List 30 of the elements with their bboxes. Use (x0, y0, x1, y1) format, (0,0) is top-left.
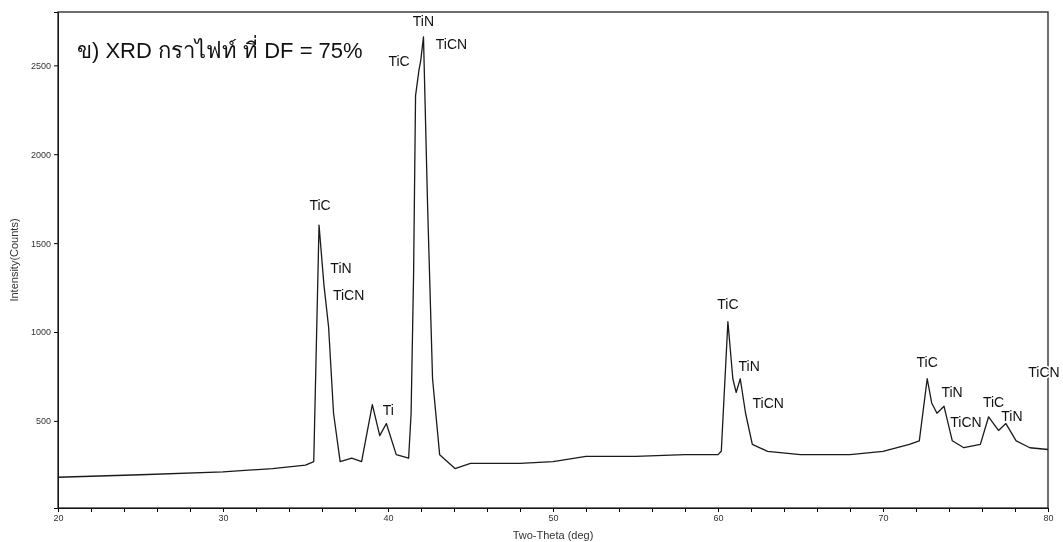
annotation: TiC (982, 393, 1005, 410)
x-tick-label: 40 (383, 513, 394, 524)
y-tick-label: 2500 (30, 60, 51, 71)
annotation: TiN (941, 384, 963, 401)
x-tick-label: 30 (218, 513, 229, 524)
x-tick-label: 20 (53, 513, 64, 524)
y-tick-label: 1500 (30, 238, 51, 249)
x-axis-title: Two-Theta (deg) (512, 529, 594, 541)
annotation: TiCN (950, 414, 982, 431)
annotation: TiC (717, 295, 739, 312)
y-tick-label: 500 (35, 416, 51, 427)
annotation: TiN (1001, 407, 1023, 424)
annotation: TiCN (332, 287, 365, 304)
y-tick-label: 2000 (30, 149, 51, 160)
annotation: TiCN (752, 394, 784, 411)
annotation: TiN (330, 260, 352, 277)
x-tick-label: 60 (713, 513, 724, 524)
y-tick-label: 1000 (30, 327, 51, 338)
x-tick-label: 50 (548, 513, 559, 524)
annotation: TiN (412, 12, 435, 29)
x-tick-label: 80 (1043, 513, 1054, 524)
annotation: TiC (916, 353, 938, 370)
annotation: Ti (382, 401, 394, 418)
annotation: TiN (738, 358, 760, 375)
x-tick-label: 70 (878, 513, 889, 524)
annotation: TiC (309, 197, 331, 214)
y-axis-title: Intensity(Counts) (8, 218, 20, 302)
annotation: TiCN (435, 35, 468, 52)
text: ข) XRD กราไฟท์ ที่ DF = 75% (77, 35, 363, 63)
annotation: TiC (388, 52, 410, 69)
